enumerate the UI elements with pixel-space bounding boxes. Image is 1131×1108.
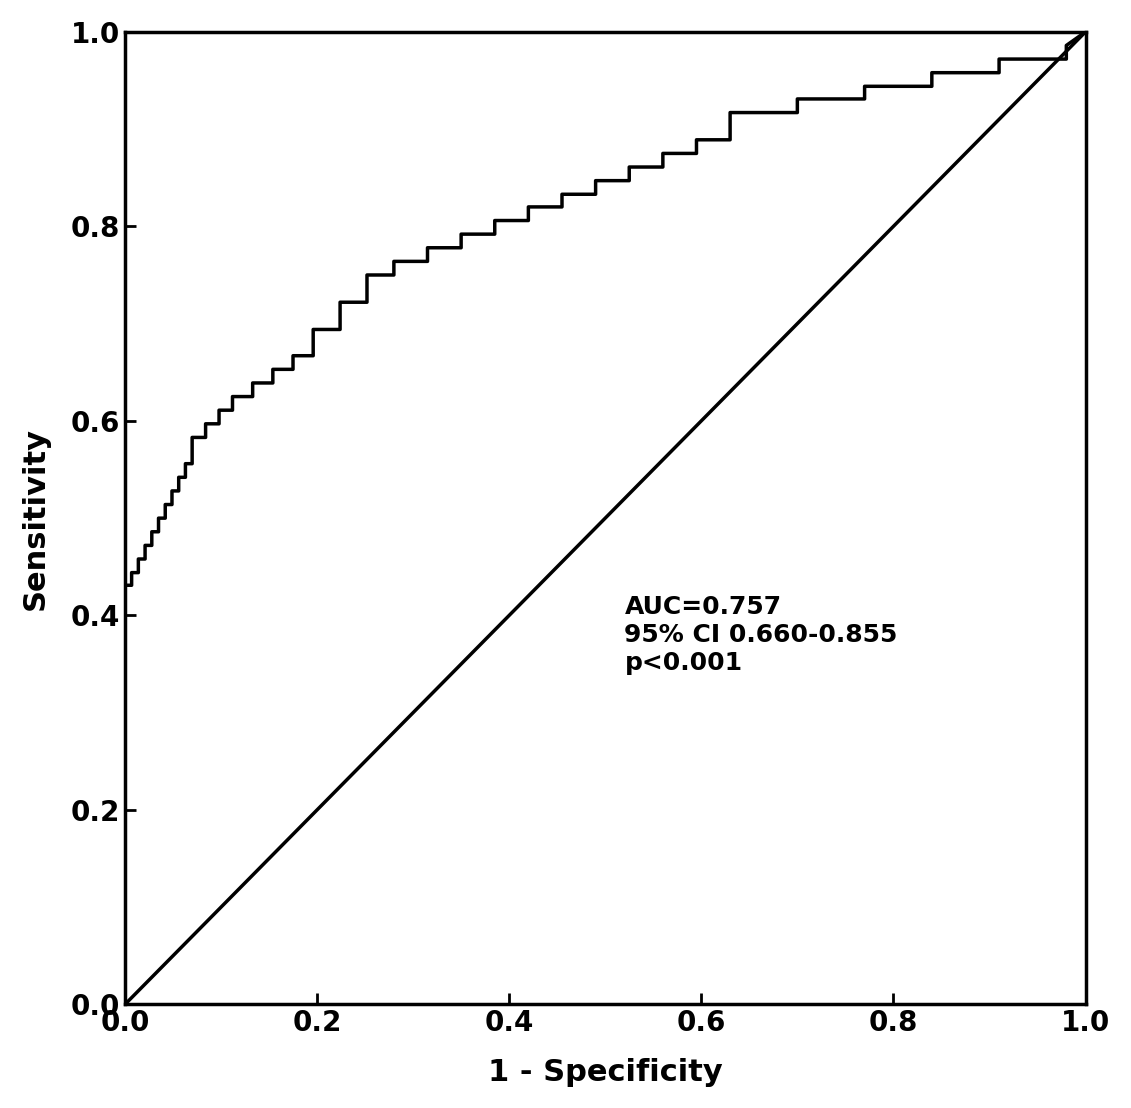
- Text: AUC=0.757
95% CI 0.660-0.855
p<0.001: AUC=0.757 95% CI 0.660-0.855 p<0.001: [624, 595, 898, 675]
- X-axis label: 1 - Specificity: 1 - Specificity: [487, 1058, 723, 1087]
- Y-axis label: Sensitivity: Sensitivity: [20, 427, 50, 609]
